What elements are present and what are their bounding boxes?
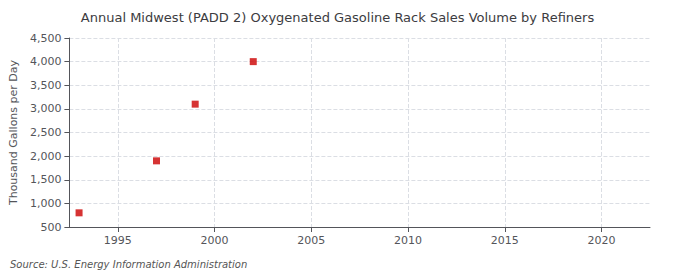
- svg-text:3,000: 3,000: [30, 102, 62, 115]
- svg-text:2010: 2010: [394, 234, 422, 247]
- svg-text:1995: 1995: [104, 234, 132, 247]
- svg-text:Annual Midwest (PADD 2) Oxygen: Annual Midwest (PADD 2) Oxygenated Gasol…: [81, 10, 595, 25]
- svg-text:2015: 2015: [491, 234, 519, 247]
- svg-text:2005: 2005: [297, 234, 325, 247]
- svg-text:Thousand Gallons per Day: Thousand Gallons per Day: [7, 59, 20, 206]
- svg-text:2000: 2000: [201, 234, 229, 247]
- svg-text:2020: 2020: [588, 234, 616, 247]
- svg-text:4,000: 4,000: [30, 55, 62, 68]
- svg-text:1,500: 1,500: [30, 173, 62, 186]
- svg-text:3,500: 3,500: [30, 79, 62, 92]
- svg-text:4,500: 4,500: [30, 32, 62, 45]
- svg-text:2,500: 2,500: [30, 126, 62, 139]
- svg-text:2,000: 2,000: [30, 150, 62, 163]
- svg-text:500: 500: [40, 221, 61, 234]
- svg-text:1,000: 1,000: [30, 197, 62, 210]
- svg-text:Source: U.S. Energy Informatio: Source: U.S. Energy Information Administ…: [10, 259, 247, 270]
